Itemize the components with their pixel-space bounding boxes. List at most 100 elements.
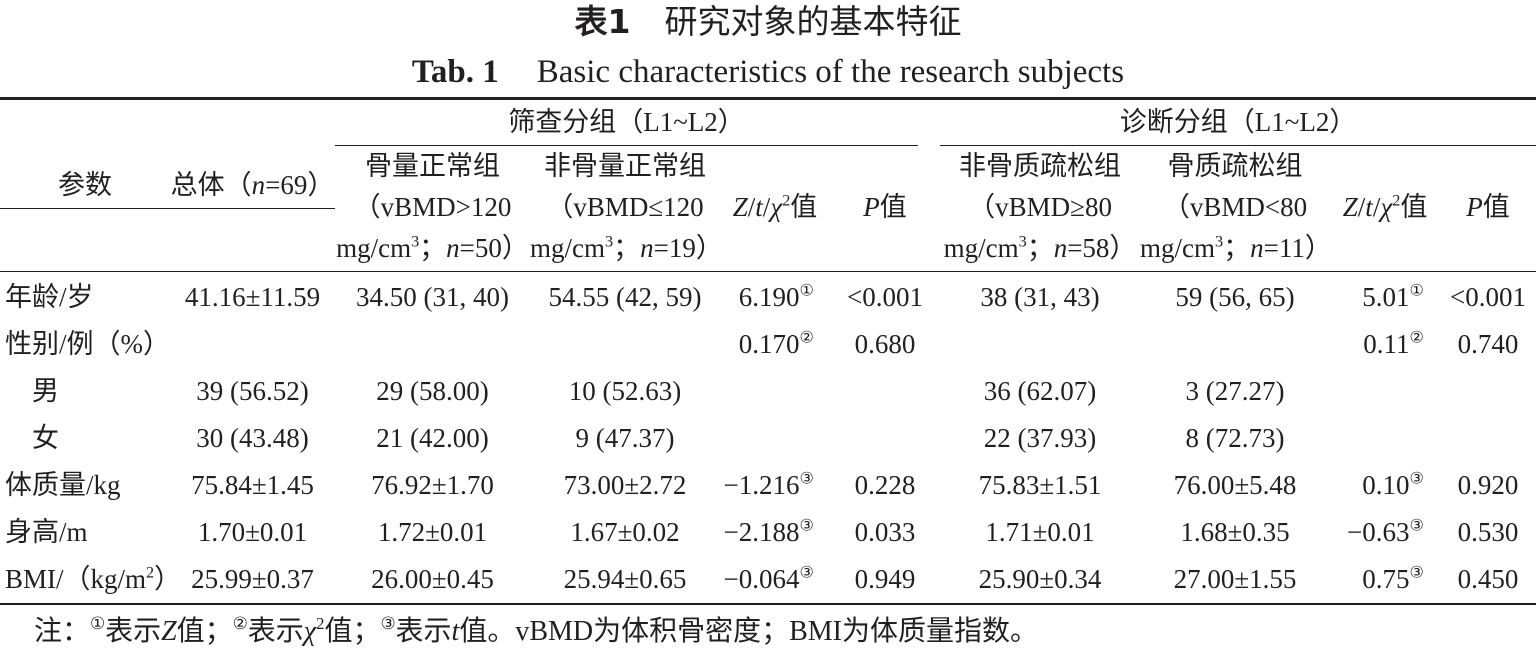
row-label: 体质量/kg — [0, 462, 170, 509]
group-title: 筛查分组（L1~L2） — [335, 100, 919, 146]
table-cell: −0.064③ — [720, 556, 830, 604]
group-row: 参数 总体（n=69） 筛查分组（L1~L2） 诊断分组（L1~L2） — [0, 98, 1536, 272]
row-label: 男 — [0, 368, 170, 415]
superscript: ③ — [1409, 469, 1425, 488]
table-cell: 0.10③ — [1330, 462, 1440, 509]
table-cell — [830, 368, 940, 415]
italic-text: n — [446, 233, 460, 263]
text-run: −2.188 — [723, 517, 800, 547]
text-run: 0.10 — [1362, 470, 1410, 500]
text-run: 值 — [1400, 192, 1428, 222]
text-run: 年龄/岁 — [5, 282, 94, 312]
table-row: BMI/（kg/m2） 25.99±0.37 26.00±0.45 25.94±0.6… — [0, 556, 1536, 604]
text-run: ； — [1026, 233, 1054, 263]
text-run: 41.16±11.59 — [184, 282, 321, 312]
italic-text: Z — [161, 616, 177, 647]
table-cell: 0.680 — [830, 321, 940, 368]
superscript: 3 — [1215, 232, 1224, 251]
superscript: ② — [799, 328, 814, 347]
header-line: （vBMD>120 — [335, 187, 530, 228]
italic-text: Z — [732, 192, 748, 222]
table-row: 男 39 (56.52) 29 (58.00) 10 (52.63) 36 (62.07… — [0, 368, 1536, 415]
superscript: 2 — [1392, 191, 1401, 210]
text-run: 39 (56.52) — [196, 376, 309, 406]
header-line: （vBMD≥80 — [940, 187, 1140, 228]
text-run: 76.92±1.70 — [371, 470, 494, 500]
superscript: 3 — [411, 232, 420, 251]
text-run: （vBMD≥80 — [968, 192, 1112, 222]
table-cell: 10 (52.63) — [530, 368, 720, 415]
text-run: 0.949 — [854, 564, 916, 594]
table-cell: 0.11② — [1330, 321, 1440, 368]
superscript: 2 — [146, 563, 155, 582]
column-header: 非骨质疏松组 （vBMD≥80 mg/cm3；n=58） — [940, 146, 1141, 272]
table-cell: 0.228 — [830, 462, 940, 509]
text-run: 38 (31, 43) — [980, 282, 1100, 312]
text-run: mg/cm — [336, 233, 412, 263]
superscript: ③ — [799, 516, 814, 535]
text-run: 26.00±0.45 — [371, 564, 494, 594]
text-run: 75.84±1.45 — [191, 470, 314, 500]
table-cell: <0.001 — [830, 272, 940, 322]
text-run: 值 — [879, 192, 907, 222]
table-cell: 0.033 — [830, 509, 940, 556]
table-row: 性别/例（%） 0.170② 0.680 0.11② 0.740 — [0, 321, 1536, 368]
table-cell: 1.67±0.02 — [530, 509, 720, 556]
text-run: 体质量/kg — [5, 470, 121, 500]
text-run: / — [762, 192, 771, 222]
text-run: 非骨质疏松组 — [959, 151, 1122, 181]
text-run: =69） — [265, 169, 335, 200]
text-run: 值 — [1482, 192, 1510, 222]
text-run: 0.450 — [1457, 564, 1519, 594]
text-run: 0.11 — [1363, 329, 1410, 359]
table-cell: 26.00±0.45 — [335, 556, 530, 604]
column-header: Z/t/χ2值 — [720, 146, 830, 272]
table-cell: 25.99±0.37 — [170, 556, 335, 604]
text-run: 性别/例（%） — [5, 329, 170, 359]
header-line: mg/cm3；n=50） — [335, 228, 530, 269]
table-row: 年龄/岁 41.16±11.59 34.50 (31, 40) 54.55 (42, … — [0, 272, 1536, 322]
header-line: 参数 — [0, 163, 170, 209]
table-cell — [1440, 415, 1536, 462]
italic-text: P — [863, 192, 880, 222]
text-run: （vBMD≤120 — [546, 192, 704, 222]
text-run: 0.680 — [854, 329, 916, 359]
italic-text: t — [451, 616, 460, 647]
text-run: 27.00±1.55 — [1173, 564, 1297, 594]
text-run: 表示 — [247, 616, 304, 647]
text-run: 注： — [34, 616, 91, 647]
table-cell: −1.216③ — [720, 462, 830, 509]
header-line: （vBMD≤120 — [530, 187, 720, 228]
title-cn: 表1 研究对象的基本特征 — [0, 0, 1536, 44]
group-title: 诊断分组（L1~L2） — [940, 100, 1536, 146]
footnote: 注：①表示Z值；②表示χ2值；③表示t值。vBMD为体积骨密度；BMI为体质量指… — [34, 612, 1038, 652]
text-run: =58） — [1067, 233, 1137, 263]
text-run: 1.68±0.35 — [1180, 517, 1290, 547]
table-cell: 39 (56.52) — [170, 368, 335, 415]
table-cell — [830, 415, 940, 462]
row-label: 性别/例（%） — [0, 321, 170, 368]
table-cell: 1.71±0.01 — [940, 509, 1140, 556]
table-cell: 1.72±0.01 — [335, 509, 530, 556]
table-cell: 73.00±2.72 — [530, 462, 720, 509]
header-line: Z/t/χ2值 — [1330, 187, 1440, 228]
text-run: mg/cm — [530, 233, 605, 263]
column-header: P值 — [1440, 146, 1536, 272]
table-row: 体质量/kg 75.84±1.45 76.92±1.70 73.00±2.72 −1.2… — [0, 462, 1536, 509]
table-cell — [335, 321, 530, 368]
superscript: 3 — [1018, 232, 1027, 251]
superscript: 3 — [605, 232, 614, 251]
header-line: 骨量正常组 — [335, 146, 530, 187]
text-run: −0.064 — [723, 564, 800, 594]
title-en: Tab. 1 Basic characteristics of the resea… — [0, 50, 1536, 94]
italic-text: χ — [1380, 192, 1393, 222]
row-label: 女 — [0, 415, 170, 462]
header-line: Z/t/χ2值 — [720, 187, 830, 228]
text-run: 0.75 — [1362, 564, 1410, 594]
italic-text: n — [251, 169, 266, 200]
header-row: 骨量正常组 （vBMD>120 mg/cm3；n=50） 非骨量正常组 （vBMD≤12… — [0, 146, 1536, 272]
italic-text: Z — [1342, 192, 1358, 222]
text-run: / — [1372, 192, 1381, 222]
table-cell: 9 (47.37) — [530, 415, 720, 462]
